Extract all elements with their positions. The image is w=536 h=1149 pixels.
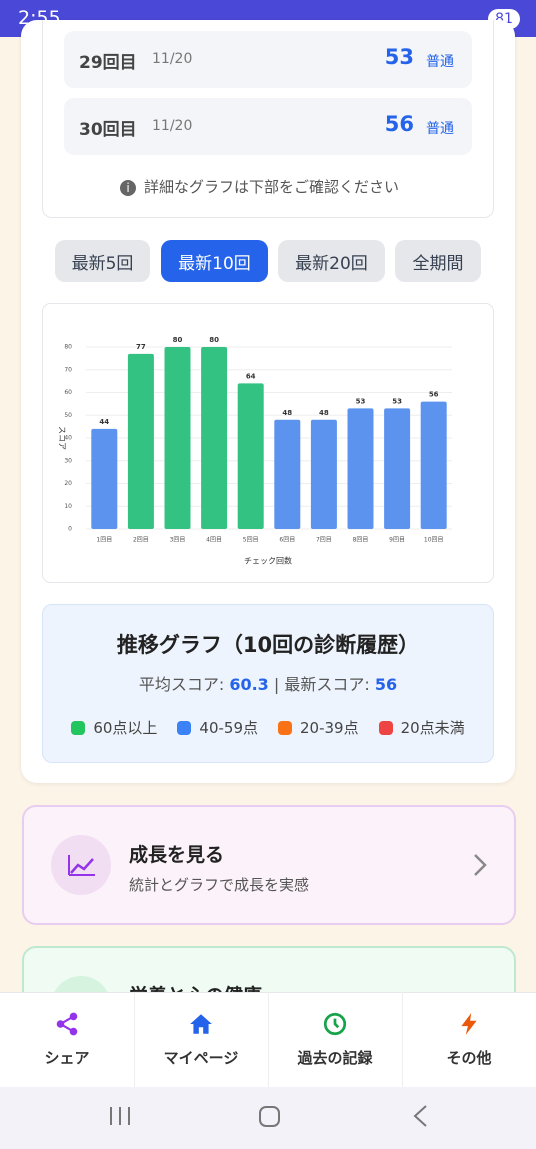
x-tick-label: 10回目 <box>424 537 444 544</box>
x-tick-label: 8回目 <box>353 537 369 544</box>
bar <box>347 408 374 529</box>
bar <box>310 419 337 529</box>
x-tick-label: 6回目 <box>279 537 295 544</box>
y-tick-label: 50 <box>64 412 72 419</box>
bar <box>127 353 154 529</box>
legend-dot <box>177 720 192 735</box>
x-tick-label: 5回目 <box>243 537 259 544</box>
note: i 詳細なグラフは下部をご確認ください <box>120 176 399 197</box>
nav-item[interactable]: 過去の記録 <box>268 992 403 1087</box>
x-tick-label: 9回目 <box>389 537 405 544</box>
legend-item: 20-39点 <box>278 717 359 738</box>
nav-item[interactable]: マイページ <box>134 992 269 1087</box>
history-card <box>42 20 494 218</box>
legend-item: 40-59点 <box>177 717 258 738</box>
data-label: 48 <box>282 409 292 417</box>
legend-dot <box>71 720 86 735</box>
legend-label: 20点未満 <box>400 719 465 737</box>
data-label: 64 <box>246 372 256 380</box>
bar <box>164 347 191 529</box>
legend-dot <box>278 720 292 735</box>
nav-label: その他 <box>446 1049 492 1067</box>
data-label: 48 <box>319 409 329 417</box>
legend-label: 40-59点 <box>199 719 258 737</box>
chart-frame <box>42 303 494 583</box>
data-label: 80 <box>173 336 183 344</box>
summary-title: 推移グラフ（10回の診断履歴） <box>116 633 420 657</box>
y-tick-label: 80 <box>64 344 72 351</box>
legend: 60点以上 40-59点 20-39点 20点未満 <box>43 717 493 738</box>
data-label: 53 <box>356 397 366 405</box>
date: 11/20 <box>152 118 193 134</box>
avg: 60.3 <box>229 675 269 694</box>
date: 11/20 <box>152 51 193 67</box>
score: 56 <box>384 112 414 136</box>
tab[interactable]: 最新5回 <box>55 240 150 282</box>
legend-label: 60点以上 <box>93 719 158 737</box>
y-tick-label: 30 <box>64 457 72 464</box>
legend-dot <box>378 720 393 735</box>
y-tick-label: 10 <box>64 503 72 510</box>
x-tick-label: 7回目 <box>316 537 332 544</box>
tab[interactable]: 全期間 <box>395 240 481 282</box>
score: 53 <box>384 45 414 69</box>
nav-icon <box>188 1011 214 1041</box>
label: 最新スコア: <box>284 675 370 694</box>
summary: 推移グラフ（10回の診断履歴） 平均スコア: 60.3 | 最新スコア: 56 … <box>42 604 494 763</box>
x-tick-label: 2回目 <box>133 537 149 544</box>
level: 普通 <box>426 54 454 70</box>
nav-icon <box>322 1011 348 1041</box>
y-tick-label: 0 <box>68 526 72 533</box>
x-axis-label: チェック回数 <box>244 556 292 566</box>
label: 平均スコア: <box>138 675 225 694</box>
tab-active[interactable]: 最新10回 <box>161 240 268 282</box>
nav-item[interactable]: その他 <box>402 992 536 1087</box>
note-text: 詳細なグラフは下部をご確認ください <box>144 178 400 196</box>
bar <box>274 419 301 529</box>
y-tick-label: 40 <box>64 435 72 442</box>
x-tick-label: 3回目 <box>170 537 186 544</box>
history-row: 30回目 11/20 56 普通 <box>64 98 472 155</box>
x-tick-label: 1回目 <box>96 537 112 544</box>
level: 普通 <box>426 121 454 137</box>
summary-stats: 平均スコア: 60.3 | 最新スコア: 56 <box>43 671 493 695</box>
card-subtitle: 統計とグラフで成長を実感 <box>129 876 310 894</box>
bar <box>384 408 411 529</box>
history-row: 29回目 11/20 53 普通 <box>64 31 472 88</box>
latest: 56 <box>374 675 398 694</box>
nav-label: 過去の記録 <box>297 1049 373 1067</box>
data-label: 53 <box>392 397 402 405</box>
legend-label: 20-39点 <box>300 719 359 737</box>
y-tick-label: 20 <box>64 480 72 487</box>
round: 30回目 <box>79 120 137 140</box>
gesture-bar <box>0 1087 536 1149</box>
y-axis-label: スコア <box>58 426 67 450</box>
legend-item: 60点以上 <box>71 717 157 738</box>
bar <box>201 347 228 529</box>
data-label: 77 <box>136 343 146 351</box>
card-title: 成長を見る <box>129 844 225 866</box>
round: 29回目 <box>79 53 137 73</box>
nav-label: マイページ <box>163 1049 239 1067</box>
chart: チェック回数 スコア 0 10 20 30 40 50 60 70 80 1回目 44 2回目 77 3回… <box>42 303 494 583</box>
data-label: 44 <box>99 418 109 426</box>
x-tick-label: 4回目 <box>206 537 222 544</box>
bar <box>237 383 264 529</box>
y-tick-label: 60 <box>64 389 72 396</box>
nav-item[interactable]: シェア <box>0 992 135 1087</box>
legend-item: 20点未満 <box>378 717 465 738</box>
card-icon <box>51 835 111 895</box>
nav-icon <box>54 1011 80 1041</box>
card[interactable]: 成長を見る 統計とグラフで成長を実感 <box>22 805 516 925</box>
data-label: 80 <box>209 336 219 344</box>
tab[interactable]: 最新20回 <box>278 240 385 282</box>
data-label: 56 <box>429 391 439 399</box>
nav-icon <box>456 1011 482 1041</box>
nav-label: シェア <box>44 1049 90 1067</box>
bar <box>91 428 118 529</box>
sep: | <box>273 675 280 694</box>
bar <box>420 401 447 529</box>
y-tick-label: 70 <box>64 366 72 373</box>
